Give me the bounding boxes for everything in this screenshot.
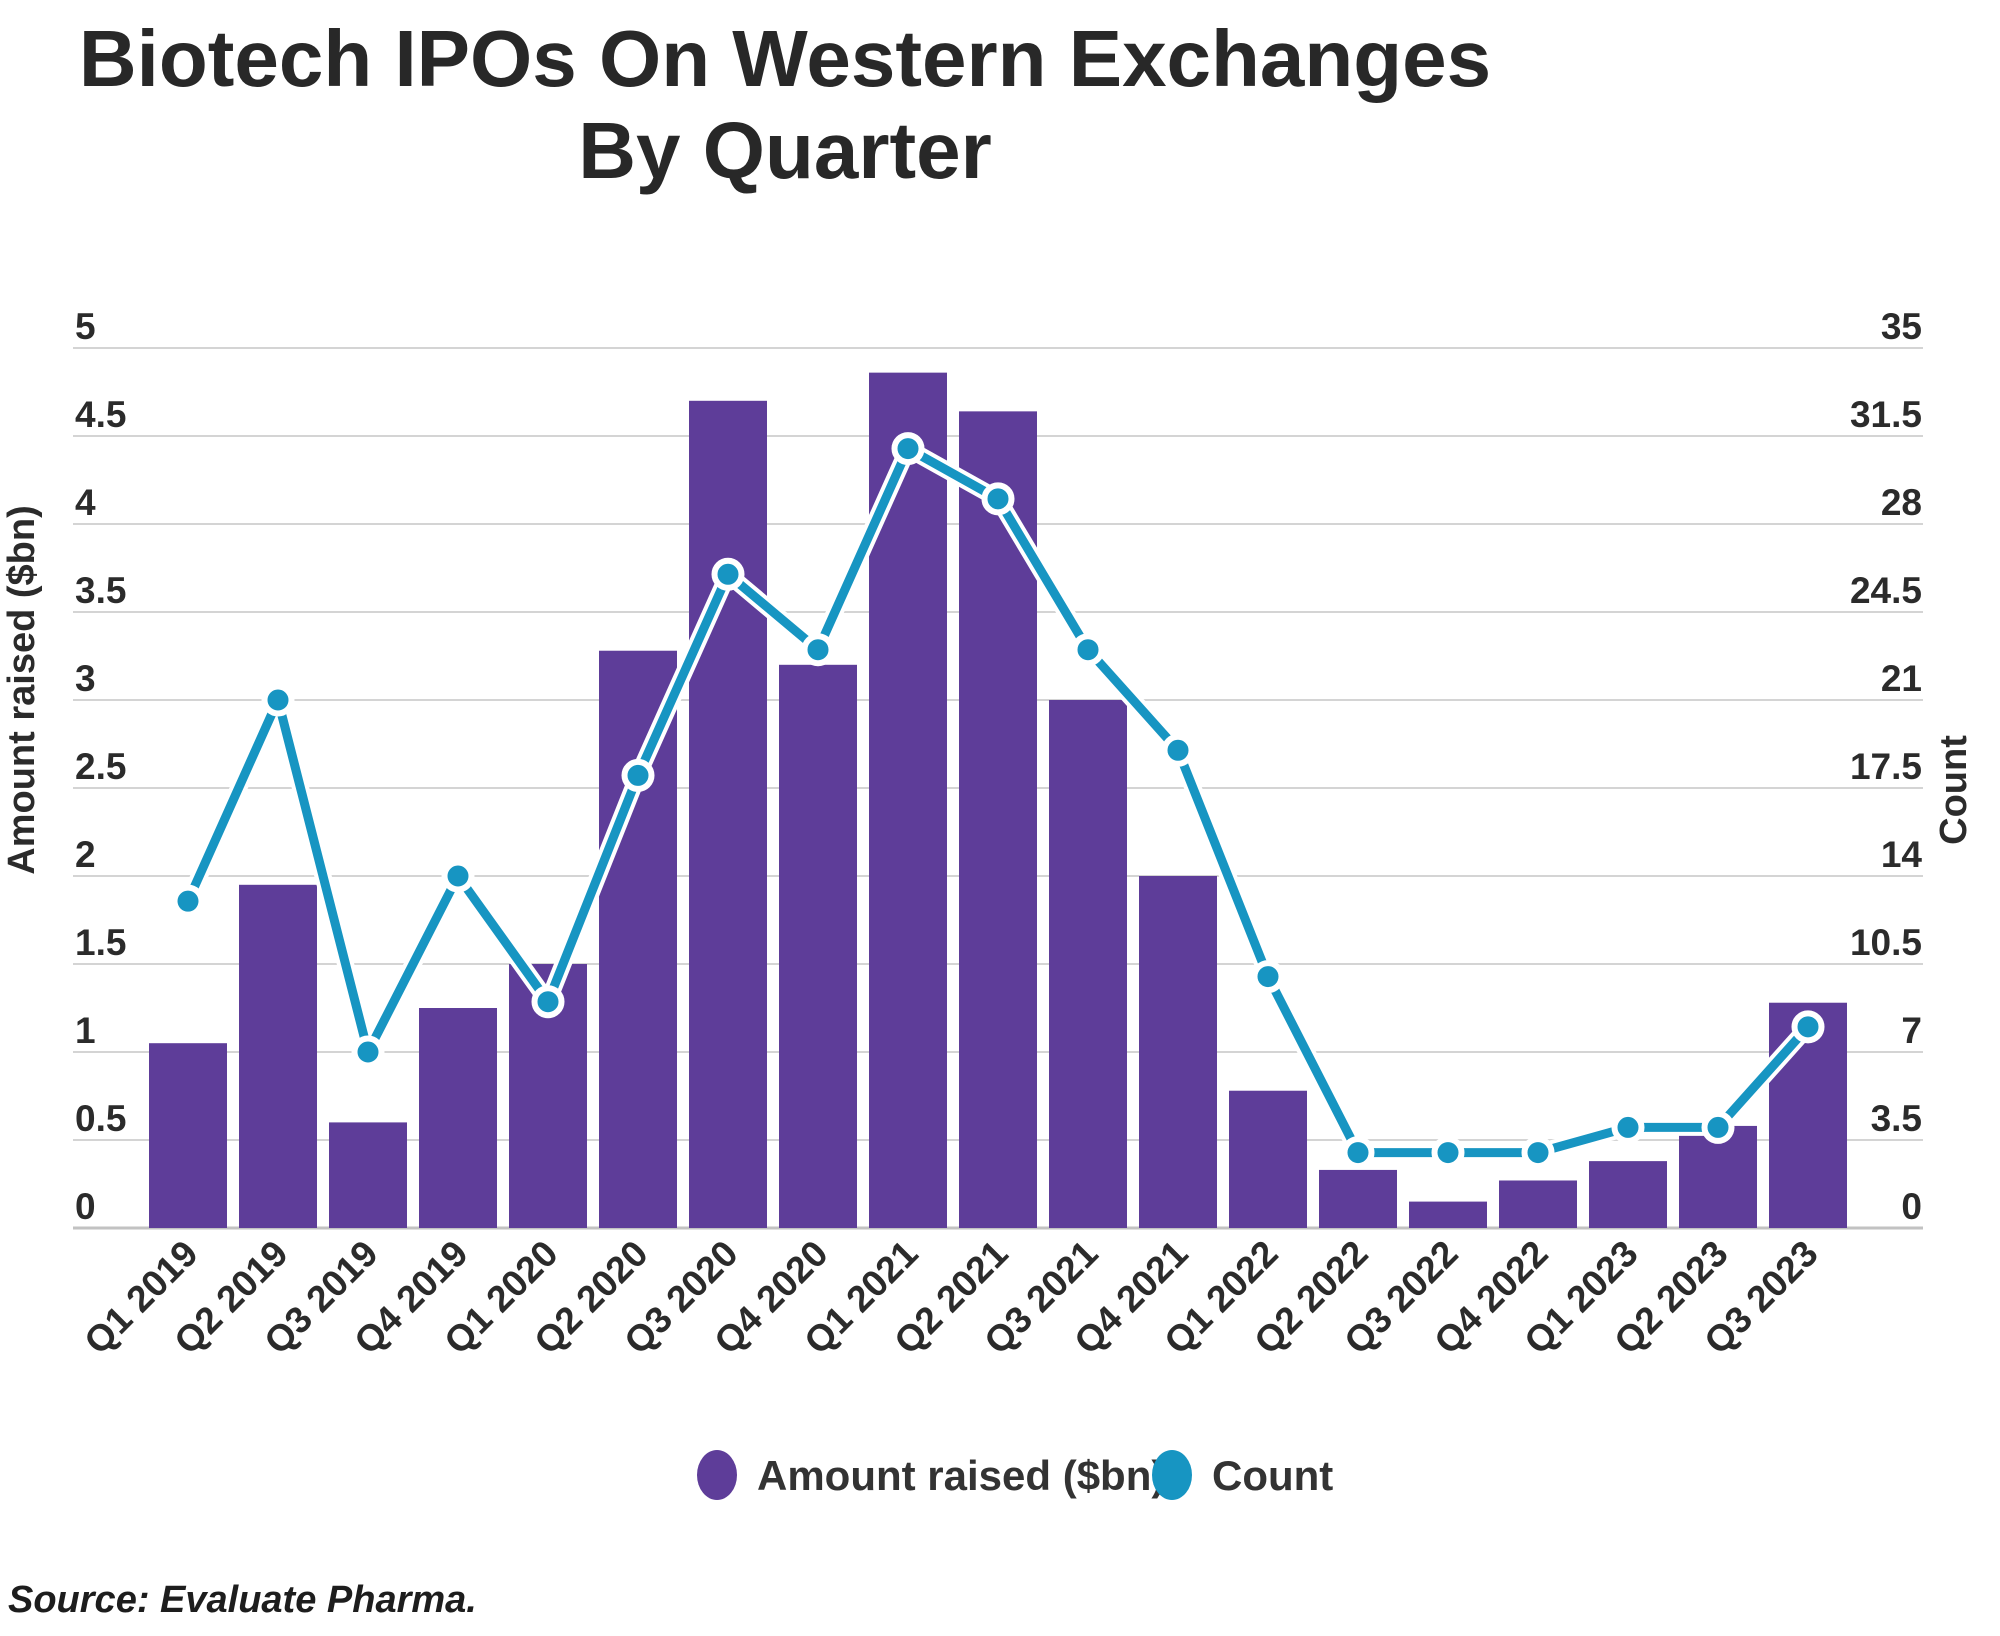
bar-q4-2022 (1499, 1180, 1577, 1228)
left-axis-tick: 0.5 (75, 1098, 126, 1139)
bar-q2-2019 (239, 884, 317, 1228)
right-axis-tick: 10.5 (1850, 922, 1922, 963)
count-dot-q2-2020 (621, 758, 655, 792)
count-dot-q4-2020 (801, 633, 835, 667)
left-axis-tick: 5 (75, 306, 96, 347)
right-axis-tick: 17.5 (1850, 746, 1922, 787)
bar-q4-2019 (419, 1008, 497, 1228)
legend-label-amount-raised: Amount raised ($bn) (757, 1452, 1165, 1499)
bar-q3-2021 (1049, 700, 1127, 1228)
bar-q1-2023 (1589, 1161, 1667, 1228)
count-dot-q2-2021 (981, 482, 1015, 516)
count-dot-q3-2022 (1431, 1136, 1465, 1170)
left-axis-tick: 3 (75, 658, 96, 699)
bar-q1-2019 (149, 1043, 227, 1228)
right-axis-tick: 21 (1881, 658, 1922, 699)
left-axis-tick: 4 (75, 482, 96, 523)
left-axis-tick: 4.5 (75, 394, 126, 435)
count-dot-q4-2022 (1521, 1136, 1555, 1170)
count-dot-q1-2023 (1611, 1110, 1645, 1144)
count-markers (171, 432, 1825, 1170)
bar-q1-2022 (1229, 1090, 1307, 1228)
bar-q4-2020 (779, 664, 857, 1228)
right-axis-tick: 35 (1881, 306, 1922, 347)
bar-q2-2020 (599, 650, 677, 1228)
chart-title-line1: Biotech IPOs On Western Exchanges (79, 14, 1491, 103)
count-dot-q3-2023 (1791, 1010, 1825, 1044)
right-axis-tick: 24.5 (1850, 570, 1922, 611)
left-axis-tick: 1.5 (75, 922, 126, 963)
count-dot-q1-2022 (1251, 960, 1285, 994)
right-axis-tick-labels: 0 3.5 7 10.5 14 17.5 21 24.5 28 31.5 35 (1850, 306, 1922, 1227)
right-axis-tick: 3.5 (1871, 1098, 1922, 1139)
bar-q4-2021 (1139, 876, 1217, 1228)
count-dot-q3-2019 (351, 1035, 385, 1069)
right-axis-tick: 31.5 (1850, 394, 1922, 435)
left-axis-tick: 2.5 (75, 746, 126, 787)
count-dot-q2-2022 (1341, 1136, 1375, 1170)
bar-q3-2019 (329, 1122, 407, 1228)
count-dot-q1-2021 (891, 432, 925, 466)
right-axis-tick: 28 (1881, 482, 1922, 523)
source-note: Source: Evaluate Pharma. (8, 1579, 477, 1621)
legend: Amount raised ($bn) Count (697, 1450, 1333, 1500)
count-dot-q2-2023 (1701, 1110, 1735, 1144)
bar-q3-2022 (1409, 1201, 1487, 1228)
right-axis-title: Count (1933, 735, 1975, 845)
right-axis-tick: 7 (1901, 1010, 1922, 1051)
count-dot-q1-2019 (171, 884, 205, 918)
count-dot-q4-2019 (441, 859, 475, 893)
left-axis-tick: 1 (75, 1010, 96, 1051)
chart-title-line2: By Quarter (578, 106, 991, 195)
right-axis-tick: 0 (1901, 1186, 1922, 1227)
left-axis-tick-labels: 0 0.5 1 1.5 2 2.5 3 3.5 4 4.5 5 (75, 306, 126, 1227)
bar-q3-2020 (689, 400, 767, 1228)
left-axis-tick: 3.5 (75, 570, 126, 611)
left-axis-title: Amount raised ($bn) (1, 505, 43, 874)
left-axis-tick: 0 (75, 1186, 96, 1227)
right-axis-tick: 14 (1881, 834, 1923, 875)
bar-q2-2022 (1319, 1169, 1397, 1228)
amount-raised-bars (149, 372, 1847, 1228)
count-dot-q2-2019 (261, 683, 295, 717)
legend-swatch-count (1152, 1450, 1192, 1500)
legend-label-count: Count (1212, 1452, 1333, 1499)
left-axis-tick: 2 (75, 834, 96, 875)
count-dot-q4-2021 (1161, 733, 1195, 767)
count-dot-q1-2020 (531, 985, 565, 1019)
legend-swatch-amount-raised (697, 1450, 737, 1500)
count-dot-q3-2021 (1071, 633, 1105, 667)
count-dot-q3-2020 (711, 557, 745, 591)
